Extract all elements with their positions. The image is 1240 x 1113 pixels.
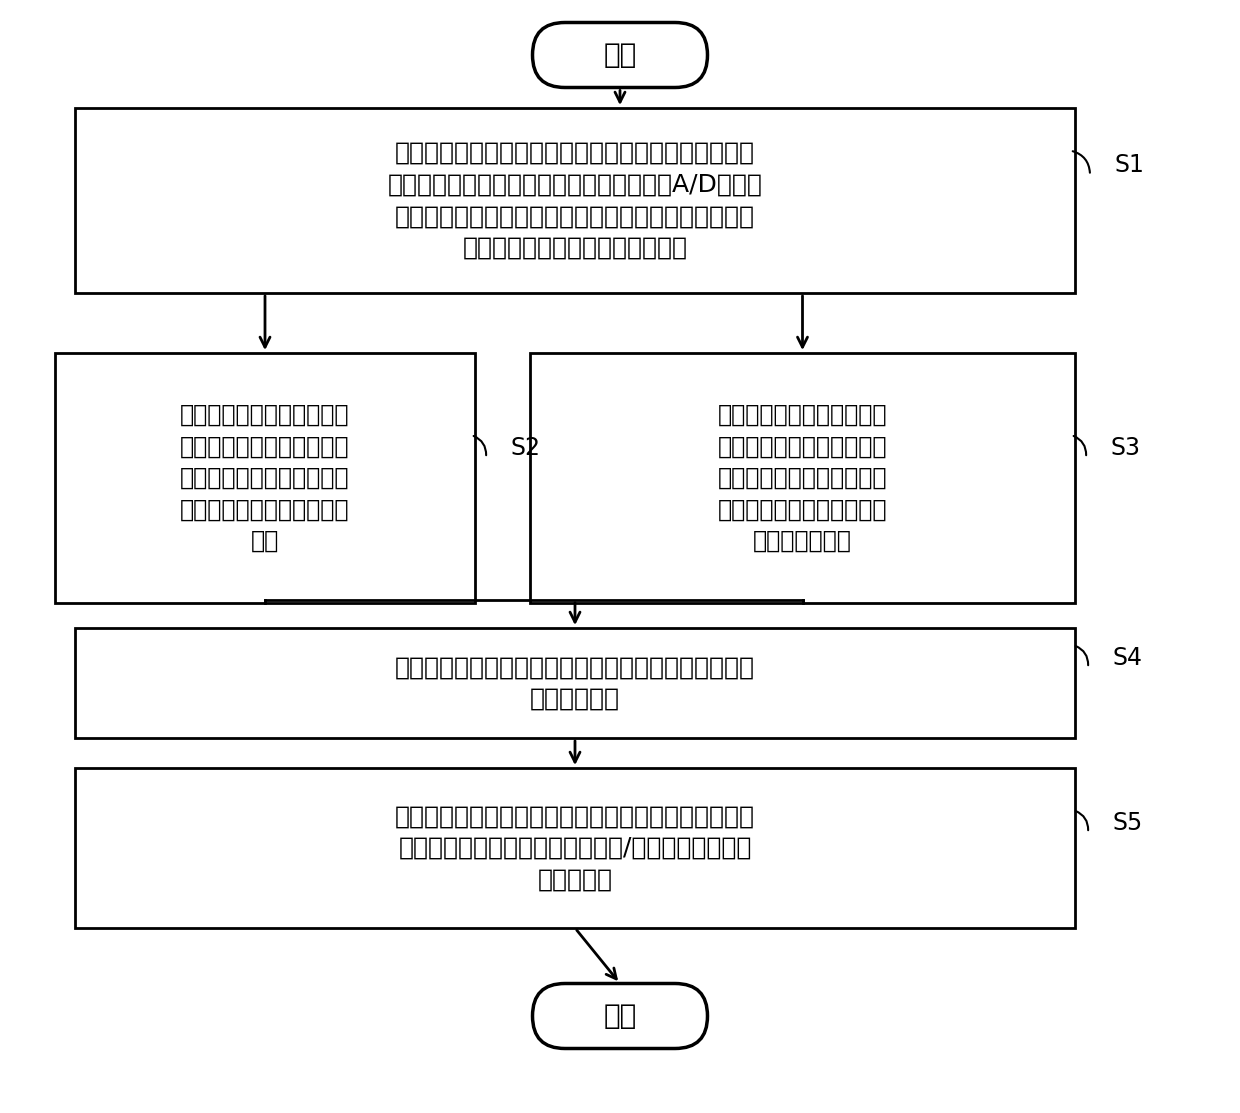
Bar — [74, 628, 1075, 738]
Text: 根据离散采样信号进行瞬态
事件启动判断，根据监测节
点设置的装置类型进行瞬态
事件分析，并存储故障分析
结果: 根据离散采样信号进行瞬态 事件启动判断，根据监测节 点设置的装置类型进行瞬态 事… — [180, 403, 350, 553]
Text: 实时采集被监测设备现场的交流量信号、直流量信号和
开关量信号的接入，通过数字信号处理电路A/D采样电
路将模拟信号转换为数字信号并汇总，再根据授时装置
的同步时: 实时采集被监测设备现场的交流量信号、直流量信号和 开关量信号的接入，通过数字信号… — [388, 141, 763, 260]
Text: 开始: 开始 — [604, 41, 636, 69]
Text: S3: S3 — [1111, 436, 1141, 460]
Text: 将分析结果，生成最终生成的综合能耗分析报告和定时
能耗分析存储并采用界面显示、和/或报告打印等方式
展示给用户: 将分析结果，生成最终生成的综合能耗分析报告和定时 能耗分析存储并采用界面显示、和… — [396, 805, 755, 892]
Bar — [74, 768, 1075, 928]
Text: 进行基于能耗事件的综合能耗分析和定时能耗分析，并
生成分析报告: 进行基于能耗事件的综合能耗分析和定时能耗分析，并 生成分析报告 — [396, 656, 755, 711]
Text: 结束: 结束 — [604, 1002, 636, 1030]
Text: 进行稳态指标及能耗指标的
计算、稳态指标及能耗指标
的越限判断、稳态指标的基
本分析、能耗越限基本分析
和能耗对标分析: 进行稳态指标及能耗指标的 计算、稳态指标及能耗指标 的越限判断、稳态指标的基 本… — [718, 403, 888, 553]
FancyBboxPatch shape — [532, 984, 708, 1048]
Bar — [529, 353, 1075, 603]
Text: S4: S4 — [1114, 646, 1143, 670]
Bar — [55, 353, 475, 603]
Text: S5: S5 — [1114, 811, 1143, 835]
FancyBboxPatch shape — [532, 22, 708, 88]
Bar — [74, 108, 1075, 293]
Text: S1: S1 — [1115, 154, 1145, 177]
Text: S2: S2 — [511, 436, 541, 460]
